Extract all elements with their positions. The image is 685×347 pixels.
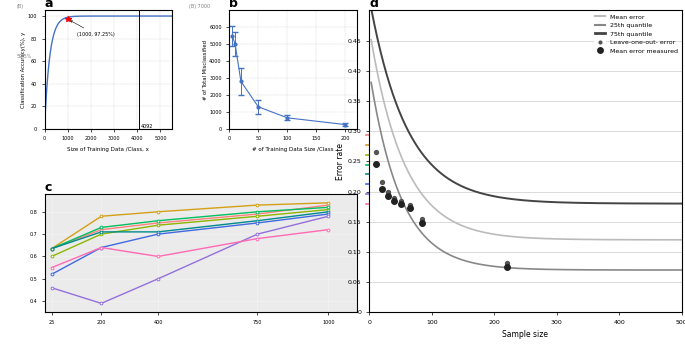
Line: Random Forests: Random Forests — [50, 215, 329, 305]
Y-axis label: Classification Accuracy(%), y: Classification Accuracy(%), y — [21, 32, 26, 108]
GLM — [324, 203, 332, 207]
Boosting — [253, 210, 262, 214]
Boosting — [47, 247, 55, 251]
SVM — [97, 245, 105, 249]
Line: LDA: LDA — [50, 210, 329, 250]
Maximum entropy — [154, 254, 162, 259]
X-axis label: Sample size: Sample size — [502, 330, 549, 339]
SVM — [154, 232, 162, 236]
SVM — [253, 221, 262, 225]
Line: Tree: Tree — [50, 208, 329, 258]
Line: Bootstrapped boosting: Bootstrapped boosting — [50, 202, 329, 250]
Tree — [154, 223, 162, 227]
Boosting — [97, 225, 105, 229]
Maximum entropy — [97, 245, 105, 249]
Maximum entropy — [324, 228, 332, 232]
LDA — [253, 219, 262, 223]
GLM — [47, 247, 55, 251]
Tree — [253, 214, 262, 218]
Point — [382, 189, 393, 194]
Text: (B): (B) — [16, 4, 23, 9]
GLM — [97, 228, 105, 232]
Random Forests — [97, 301, 105, 305]
LDA — [154, 230, 162, 234]
Text: d: d — [369, 0, 378, 10]
Maximum entropy — [47, 265, 55, 270]
Random Forests — [47, 286, 55, 290]
Tree — [47, 254, 55, 259]
Legend: Mean error, 25th quantile, 75th quantile, Leave-one-out- error, Mean error measu: Mean error, 25th quantile, 75th quantile… — [593, 12, 680, 56]
GLM — [154, 221, 162, 225]
X-axis label: Size of Training Data /Class, x: Size of Training Data /Class, x — [67, 147, 149, 152]
Text: 59.5%: 59.5% — [16, 54, 32, 59]
Point — [404, 202, 415, 208]
Random Forests — [253, 232, 262, 236]
Line: GLM: GLM — [50, 204, 329, 250]
Point — [370, 150, 381, 155]
Bootstrapped boosting — [154, 210, 162, 214]
Text: a: a — [45, 0, 53, 10]
Point — [417, 220, 428, 226]
Y-axis label: # of Total Misclassified: # of Total Misclassified — [203, 40, 208, 100]
Point — [382, 194, 393, 199]
Point — [501, 260, 512, 265]
Tree — [324, 208, 332, 212]
Point — [395, 198, 406, 203]
Tree — [97, 232, 105, 236]
Point — [376, 180, 387, 185]
Random Forests — [154, 277, 162, 281]
Line: Boosting: Boosting — [50, 206, 329, 250]
Boosting — [324, 205, 332, 209]
Text: b: b — [229, 0, 238, 10]
GLM — [253, 212, 262, 216]
Point — [404, 206, 415, 211]
Bootstrapped boosting — [324, 201, 332, 205]
Boosting — [154, 219, 162, 223]
Maximum entropy — [253, 237, 262, 241]
LDA — [97, 230, 105, 234]
Bootstrapped boosting — [47, 247, 55, 251]
SVM — [47, 272, 55, 277]
Line: Maximum entropy: Maximum entropy — [50, 228, 329, 269]
Text: 4092: 4092 — [140, 124, 153, 129]
Point — [389, 198, 400, 203]
LDA — [324, 210, 332, 214]
Text: c: c — [45, 181, 52, 194]
LDA — [47, 247, 55, 251]
Line: SVM: SVM — [50, 213, 329, 276]
Point — [389, 195, 400, 200]
Point — [417, 216, 428, 221]
Point — [370, 162, 381, 167]
Bootstrapped boosting — [97, 214, 105, 218]
Bootstrapped boosting — [253, 203, 262, 207]
Random Forests — [324, 214, 332, 218]
Text: (1000, 97.25%): (1000, 97.25%) — [71, 21, 114, 37]
Point — [395, 201, 406, 206]
X-axis label: # of Training Data Size /Class: # of Training Data Size /Class — [252, 147, 334, 152]
SVM — [324, 212, 332, 216]
Point — [376, 186, 387, 191]
Point — [501, 264, 512, 270]
Text: (B) 7000: (B) 7000 — [188, 4, 210, 9]
Legend: GLM, Bootstrapped boosting, Tree, Boosting, LDA, SVM, Random Forests, Maximum en: GLM, Bootstrapped boosting, Tree, Boosti… — [363, 117, 466, 210]
Y-axis label: Error rate: Error rate — [336, 143, 345, 180]
